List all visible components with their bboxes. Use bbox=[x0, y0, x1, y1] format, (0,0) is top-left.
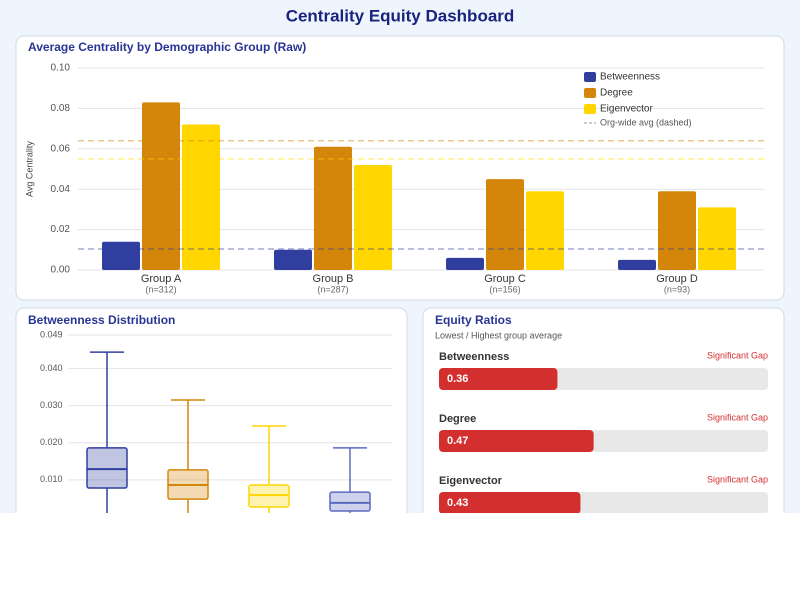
panel bbox=[422, 307, 785, 513]
bar bbox=[698, 207, 736, 270]
ratio-status: Significant Gap bbox=[707, 350, 768, 360]
legend-label: Betweenness bbox=[600, 72, 660, 83]
x-tick-note: (n=93) bbox=[664, 284, 690, 294]
bar bbox=[274, 249, 312, 270]
ratio-bar bbox=[439, 430, 594, 452]
y-tick-label: 0.020 bbox=[40, 437, 63, 447]
bar bbox=[658, 191, 696, 270]
ratio-name: Betweenness bbox=[439, 351, 509, 363]
ratio-value: 0.47 bbox=[447, 435, 468, 447]
legend-label: Degree bbox=[600, 88, 633, 99]
x-tick-note: (n=287) bbox=[317, 284, 348, 294]
x-tick-label: Group A bbox=[141, 273, 182, 285]
ratio-name: Degree bbox=[439, 413, 476, 425]
y-tick-label: 0.049 bbox=[40, 329, 63, 339]
y-axis-label: Avg Centrality bbox=[24, 141, 34, 197]
ratio-status: Significant Gap bbox=[707, 474, 768, 484]
bar bbox=[142, 102, 180, 270]
bar bbox=[446, 257, 484, 270]
y-tick-label: 0.00 bbox=[51, 265, 71, 276]
dashboard-title: Centrality Equity Dashboard bbox=[286, 6, 515, 25]
x-tick-label: Group C bbox=[484, 273, 526, 285]
bar bbox=[526, 191, 564, 270]
panel-subtitle: Lowest / Highest group average bbox=[435, 330, 562, 340]
y-tick-label: 0.10 bbox=[51, 63, 71, 74]
box bbox=[329, 491, 371, 512]
legend-label: Eigenvector bbox=[600, 104, 653, 115]
x-tick-note: (n=312) bbox=[145, 284, 176, 294]
bar bbox=[354, 164, 392, 270]
bar bbox=[314, 146, 352, 270]
y-tick-label: 0.06 bbox=[51, 143, 71, 154]
ratio-name: Eigenvector bbox=[439, 475, 503, 487]
legend-swatch bbox=[584, 88, 596, 98]
y-tick-label: 0.08 bbox=[51, 103, 71, 114]
y-tick-label: 0.04 bbox=[51, 184, 71, 195]
y-tick-label: 0.02 bbox=[51, 224, 71, 235]
legend-label: Org-wide avg (dashed) bbox=[600, 117, 692, 127]
ratio-bar bbox=[439, 368, 558, 390]
panel-title: Equity Ratios bbox=[435, 313, 512, 327]
y-tick-label: 0.040 bbox=[40, 363, 63, 373]
ratio-bar bbox=[439, 492, 581, 513]
bar bbox=[102, 241, 140, 270]
ratio-status: Significant Gap bbox=[707, 412, 768, 422]
dashboard: Centrality Equity Dashboard Average Cent… bbox=[0, 0, 800, 513]
panel-title: Average Centrality by Demographic Group … bbox=[28, 40, 306, 54]
y-tick-label: 0.010 bbox=[40, 474, 63, 484]
y-tick-label: 0.030 bbox=[40, 400, 63, 410]
bar bbox=[182, 124, 220, 270]
panel-title: Betweenness Distribution bbox=[28, 313, 175, 327]
legend-swatch bbox=[584, 72, 596, 82]
legend-swatch bbox=[584, 104, 596, 114]
ratio-value: 0.36 bbox=[447, 373, 468, 385]
x-tick-label: Group D bbox=[656, 273, 698, 285]
ratio-value: 0.43 bbox=[447, 497, 468, 509]
box bbox=[86, 447, 128, 489]
bar bbox=[618, 259, 656, 270]
bar bbox=[486, 179, 524, 270]
x-tick-note: (n=156) bbox=[489, 284, 520, 294]
panel bbox=[15, 307, 408, 513]
x-tick-label: Group B bbox=[313, 273, 354, 285]
